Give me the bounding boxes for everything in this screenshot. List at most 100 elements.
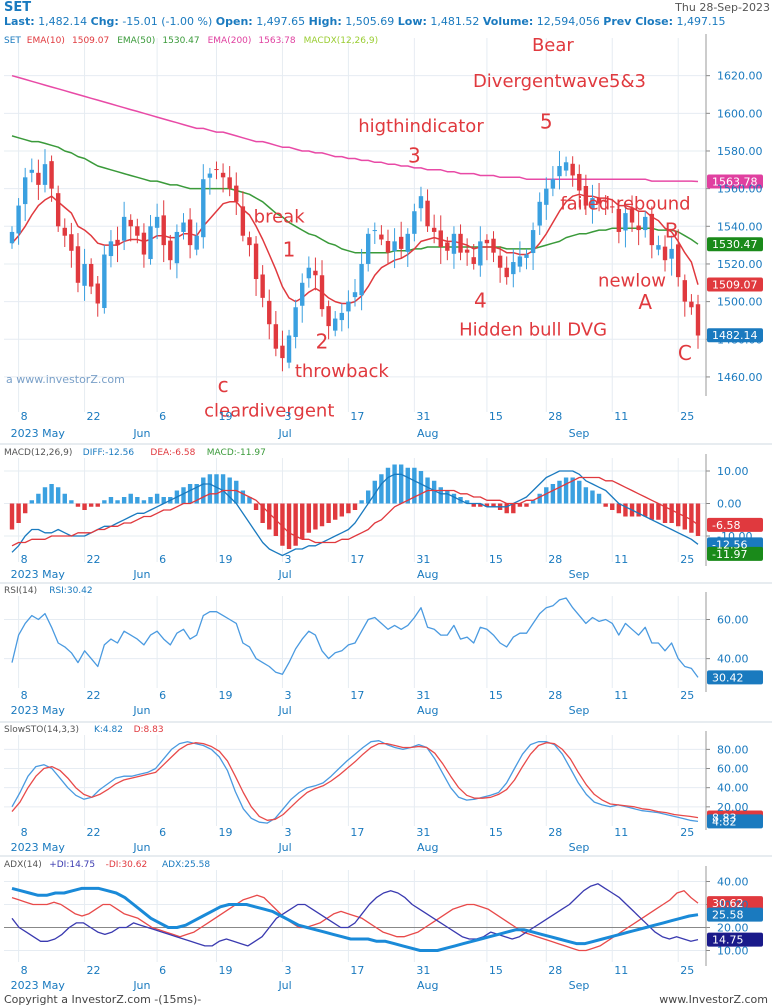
candle-body <box>260 274 265 298</box>
candle-body <box>425 200 430 227</box>
candle-body <box>359 263 364 296</box>
x-tick-label: 17 <box>350 410 364 423</box>
legend-entry: MACD(12,26,9) <box>4 448 72 458</box>
value-tag <box>707 670 763 685</box>
macd-bar <box>42 487 48 504</box>
candle-body <box>306 267 312 279</box>
y-tick-label: 1560.00 <box>717 183 763 196</box>
footer-left: Copyright a InvestorZ.com -(15ms)- <box>4 993 202 1006</box>
x-tick-label: 11 <box>614 964 628 977</box>
candle-body <box>643 216 648 231</box>
y-tick-label: 60.00 <box>717 763 749 776</box>
candle-body <box>214 169 219 171</box>
macd-bar <box>306 503 312 533</box>
rsi-line <box>11 597 699 678</box>
macd-bar <box>102 500 107 504</box>
chart-annotation: 3 <box>408 143 421 167</box>
candle-body <box>280 345 285 359</box>
macd-bar <box>161 497 166 504</box>
y-tick-label: 1520.00 <box>717 258 763 271</box>
legend-entry: ADX(14) <box>4 860 42 870</box>
macd-bar <box>280 503 285 546</box>
macd-bar <box>385 467 391 504</box>
candle-body <box>49 161 54 189</box>
macd-bar <box>504 503 509 514</box>
y-tick-label: 40.00 <box>717 782 749 795</box>
low-label: Low: <box>397 15 427 28</box>
macd-bar <box>194 484 199 504</box>
chart-annotation: cleardivergent <box>204 400 334 421</box>
legend-entry: 1509.07 <box>72 36 109 46</box>
ema200-line <box>11 74 699 183</box>
x-month-label: 2023 May <box>11 568 66 581</box>
legend-entry: RSI:30.42 <box>49 586 92 596</box>
candle-body <box>36 172 41 185</box>
x-tick-label: 28 <box>548 964 562 977</box>
macd-bar <box>286 503 292 549</box>
y-tick-label: 1620.00 <box>717 70 763 83</box>
candle-body <box>181 222 186 232</box>
macd-bar <box>405 467 410 504</box>
macd-bar <box>464 500 470 504</box>
legend-entry: 1530.47 <box>162 36 199 46</box>
sto-d-line <box>11 742 699 821</box>
date-label: Thu 28-Sep-2023 <box>675 1 770 14</box>
x-tick-label: 22 <box>87 553 101 566</box>
macd-bar <box>260 503 265 523</box>
candle-body <box>577 173 582 191</box>
value-tag <box>707 328 763 343</box>
candle-body <box>161 215 166 246</box>
value-tag <box>707 174 763 189</box>
y-tick-label: 1500.00 <box>717 296 763 309</box>
macd-bar <box>596 493 602 504</box>
macd-bar <box>398 464 404 504</box>
candle-body <box>379 234 384 240</box>
value-tag-label: 1530.47 <box>712 238 758 251</box>
macd-bar <box>313 503 318 530</box>
macd-bar <box>431 480 437 504</box>
x-month-label: Jun <box>132 704 150 717</box>
macd-bar <box>346 503 351 514</box>
x-tick-label: 3 <box>284 964 291 977</box>
macd-bar <box>319 503 325 527</box>
macd-bar <box>49 484 54 504</box>
candle-body <box>504 267 509 278</box>
chart-annotation: 4 <box>474 288 487 312</box>
x-tick-label: 3 <box>284 410 291 423</box>
candle-body <box>676 244 681 278</box>
x-tick-label: 22 <box>87 689 101 702</box>
chart-annotation: c <box>218 373 229 397</box>
x-tick-label: 15 <box>489 553 503 566</box>
last-label: Last: <box>4 15 35 28</box>
x-tick-label: 31 <box>416 553 430 566</box>
macd-bar <box>267 503 272 530</box>
candle-body <box>121 216 127 241</box>
x-month-label: Jun <box>132 568 150 581</box>
x-month-label: Jul <box>277 427 291 440</box>
candle-body <box>583 186 589 206</box>
candle-body <box>596 198 602 204</box>
candle-body <box>240 206 246 236</box>
y-tick-label: 10.00 <box>717 465 749 478</box>
macd-bar <box>62 493 67 504</box>
x-tick-label: 15 <box>489 964 503 977</box>
x-tick-label: 31 <box>416 826 430 839</box>
y-tick-label: 1600.00 <box>717 107 763 120</box>
chart-annotation: Divergentwave5&3 <box>473 71 646 92</box>
open-value: 1,497.65 <box>256 15 306 28</box>
candle-body <box>75 246 81 283</box>
last-value: 1,482.14 <box>38 15 88 28</box>
x-tick-label: 19 <box>218 553 232 566</box>
candle-body <box>88 263 94 287</box>
x-tick-label: 25 <box>680 689 694 702</box>
y-tick-label: 20.00 <box>717 801 749 814</box>
macd-bar <box>55 487 61 504</box>
candle-body <box>497 255 503 268</box>
x-month-label: 2023 May <box>11 427 66 440</box>
value-tag-label: -11.97 <box>712 548 747 561</box>
legend-entry: MACD:-11.97 <box>207 448 266 458</box>
macd-bar <box>610 503 615 510</box>
candle-body <box>412 211 417 234</box>
candle-body <box>398 236 404 249</box>
